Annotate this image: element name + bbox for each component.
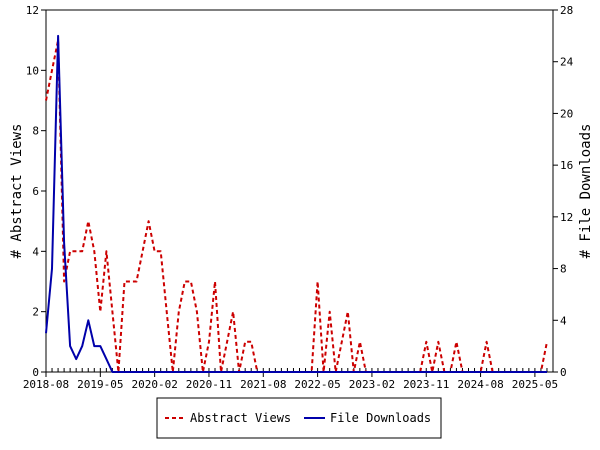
y-right-tick-label: 24	[560, 56, 574, 69]
y-left-tick-label: 0	[32, 366, 39, 379]
series-layer	[45, 34, 548, 373]
y-right-tick-label: 20	[560, 107, 573, 120]
y-right-tick-label: 28	[560, 4, 573, 17]
x-tick-label: 2023-11	[403, 378, 449, 391]
legend-box	[156, 397, 442, 439]
y-left-axis-title: # Abstract Views	[9, 124, 25, 259]
x-tick-label: 2019-05	[77, 378, 123, 391]
x-tick-label: 2020-02	[131, 378, 177, 391]
y-left-axis-ticks: 0 2 4 6 8 10 12	[26, 4, 46, 379]
x-axis-ticks: 2018-08 2019-05 2020-02 2020-11 2021-08 2022-…	[23, 372, 558, 391]
x-tick-label: 2020-11	[186, 378, 232, 391]
y-right-tick-label: 4	[560, 314, 567, 327]
y-right-tick-label: 0	[560, 366, 567, 379]
x-tick-label: 2025-05	[512, 378, 558, 391]
y-right-axis-title: # File Downloads	[578, 124, 594, 259]
y-right-tick-label: 8	[560, 263, 567, 276]
x-tick-label: 2023-02	[349, 378, 395, 391]
y-left-tick-label: 2	[32, 306, 39, 319]
y-right-axis-ticks: 0 4 8 12 16 20 24 28	[553, 4, 574, 379]
y-left-tick-label: 12	[26, 4, 39, 17]
x-tick-label: 2018-08	[23, 378, 69, 391]
y-right-tick-label: 16	[560, 159, 573, 172]
legend: Abstract Views File Downloads	[156, 397, 442, 439]
plot-area	[45, 9, 554, 373]
y-right-tick-label: 12	[560, 211, 573, 224]
legend-label-file-downloads: File Downloads	[330, 411, 431, 425]
y-left-tick-label: 6	[32, 185, 39, 198]
x-tick-label: 2021-08	[240, 378, 286, 391]
y-left-tick-label: 8	[32, 125, 39, 138]
x-tick-label: 2022-05	[294, 378, 340, 391]
x-tick-label: 2024-08	[457, 378, 503, 391]
y-left-tick-label: 4	[32, 245, 39, 258]
series-line-file-downloads	[45, 34, 547, 373]
legend-label-abstract-views: Abstract Views	[190, 411, 291, 425]
y-left-tick-label: 10	[26, 64, 39, 77]
